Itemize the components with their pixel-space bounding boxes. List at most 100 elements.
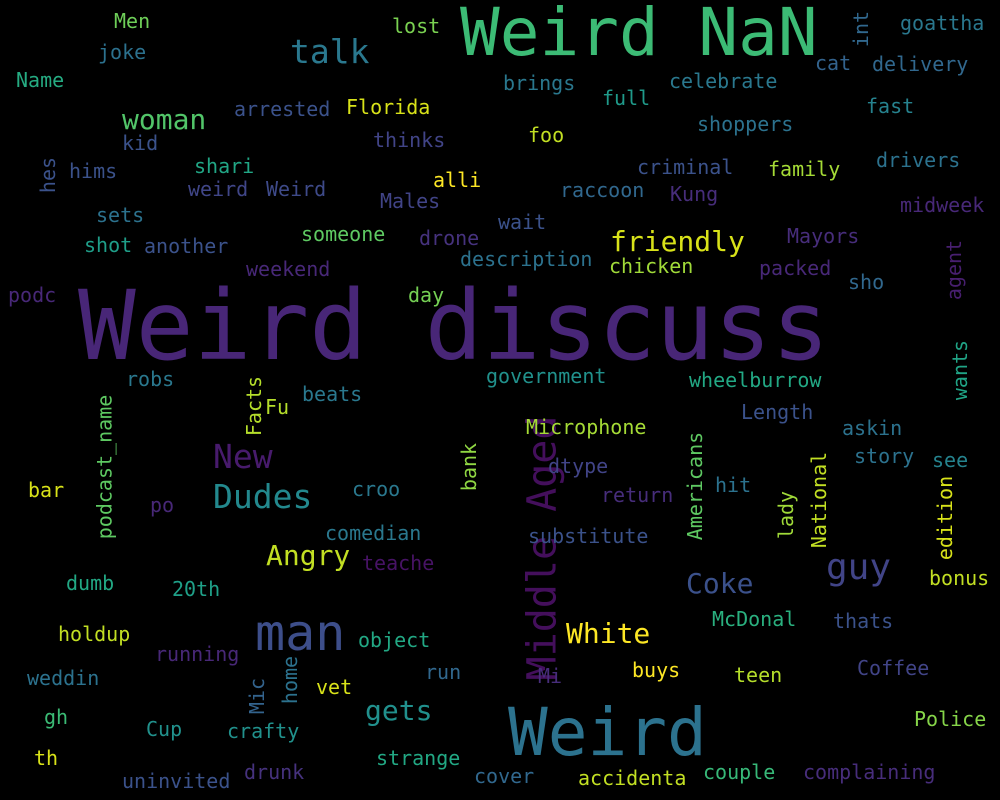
word-men: Men [114,9,151,33]
word-comedian: comedian [325,521,422,545]
word-robs: robs [126,367,175,391]
word-weird-lower: weird [188,177,249,201]
word-weird: Weird [508,694,707,771]
word-joke: joke [98,40,147,64]
word-raccoon: raccoon [560,178,645,202]
word-chicken: chicken [609,254,694,278]
word-fu: Fu [265,395,290,419]
word-name: Name [16,68,65,92]
word-talk: talk [290,32,370,71]
word-substitute: substitute [528,524,649,548]
word-family: family [768,157,841,181]
word-story: story [854,444,915,468]
word-shoppers: shoppers [697,112,794,136]
word-mayors: Mayors [787,224,860,248]
word-sho: sho [848,270,885,294]
word-another: another [144,234,229,258]
word-celebrate: celebrate [669,69,778,93]
word-government: government [486,364,607,388]
word-crafty: crafty [227,719,300,743]
word-delivery: delivery [872,52,969,76]
word-lost: lost [392,14,441,38]
word-mic: Mic [245,677,270,715]
word-return: return [601,483,674,507]
word-coke: Coke [686,567,754,600]
word-length: Length [741,400,814,424]
word-gets: gets [365,694,433,727]
word-police: Police [914,707,987,731]
word-podc: podc [8,283,57,307]
word-couple: couple [703,760,776,784]
word-coffee: Coffee [857,656,930,680]
word-day: day [408,283,445,307]
word-white: White [566,617,651,650]
word-cover: cover [474,764,535,788]
word-th: th [34,746,59,770]
word-kid: kid [122,131,159,155]
word-home: home [278,655,303,705]
word-lady: lady [774,490,799,540]
word-strange: strange [376,746,461,770]
word-20th: 20th [172,577,221,601]
word-beats: beats [302,382,363,406]
word-teen: teen [734,663,783,687]
word-shari: shari [194,154,255,178]
word-criminal: criminal [637,155,734,179]
word-goattha: goattha [900,11,985,35]
word-edition: edition [933,475,958,561]
word-bank: bank [457,442,482,492]
word-drone: drone [419,226,480,250]
word-man: man [255,604,346,662]
word-wait: wait [498,210,547,234]
word-bonus: bonus [929,566,990,590]
word-askin: askin [842,416,903,440]
word-arrested: arrested [234,97,331,121]
word-buys: buys [632,658,681,682]
word-gh: gh [44,705,69,729]
word-dtype: dtype [548,454,609,478]
word-run: run [425,660,462,684]
word-object: object [358,628,431,652]
word-facts: Facts [242,375,267,437]
word-angry: Angry [266,539,351,572]
word-friendly: friendly [610,225,745,258]
word-fast: fast [866,94,915,118]
word-national: National [807,451,832,549]
word-weird-small: Weird [266,177,327,201]
word-croo: croo [352,477,401,501]
word-dumb: dumb [66,571,115,595]
word-wheelburrow: wheelburrow [689,368,822,392]
word-mi: Mi [538,664,563,688]
word-mcdonal: McDonal [712,607,797,631]
word-sets: sets [96,203,145,227]
word-brings: brings [503,71,576,95]
word-drivers: drivers [876,148,961,172]
word-cat: cat [815,51,852,75]
word-wants: wants [948,339,973,401]
word-agent: agent [942,239,967,301]
word-complaining: complaining [803,760,936,784]
word-microphone: Microphone [526,415,647,439]
word-running: running [155,642,240,666]
word-shot: shot [84,233,133,257]
word-bar: bar [28,478,65,502]
word-foo: foo [528,123,565,147]
word-new: New [213,437,273,476]
word-alli: alli [433,168,482,192]
word-po: po [150,493,175,517]
word-drunk: drunk [244,760,305,784]
word-see: see [932,448,969,472]
word-uninvited: uninvited [122,769,231,793]
word-packed: packed [759,256,832,280]
word-accidenta: accidenta [578,766,687,790]
word-vet: vet [316,675,353,699]
word-hit: hit [715,473,752,497]
word-thats: thats [833,609,894,633]
word-weekend: weekend [246,257,331,281]
word-hes: hes [36,156,61,194]
word-kung: Kung [670,182,719,206]
word-woman: woman [122,103,207,136]
word-thinks: thinks [373,128,446,152]
word-podcast-name: podcast_name [92,394,117,540]
